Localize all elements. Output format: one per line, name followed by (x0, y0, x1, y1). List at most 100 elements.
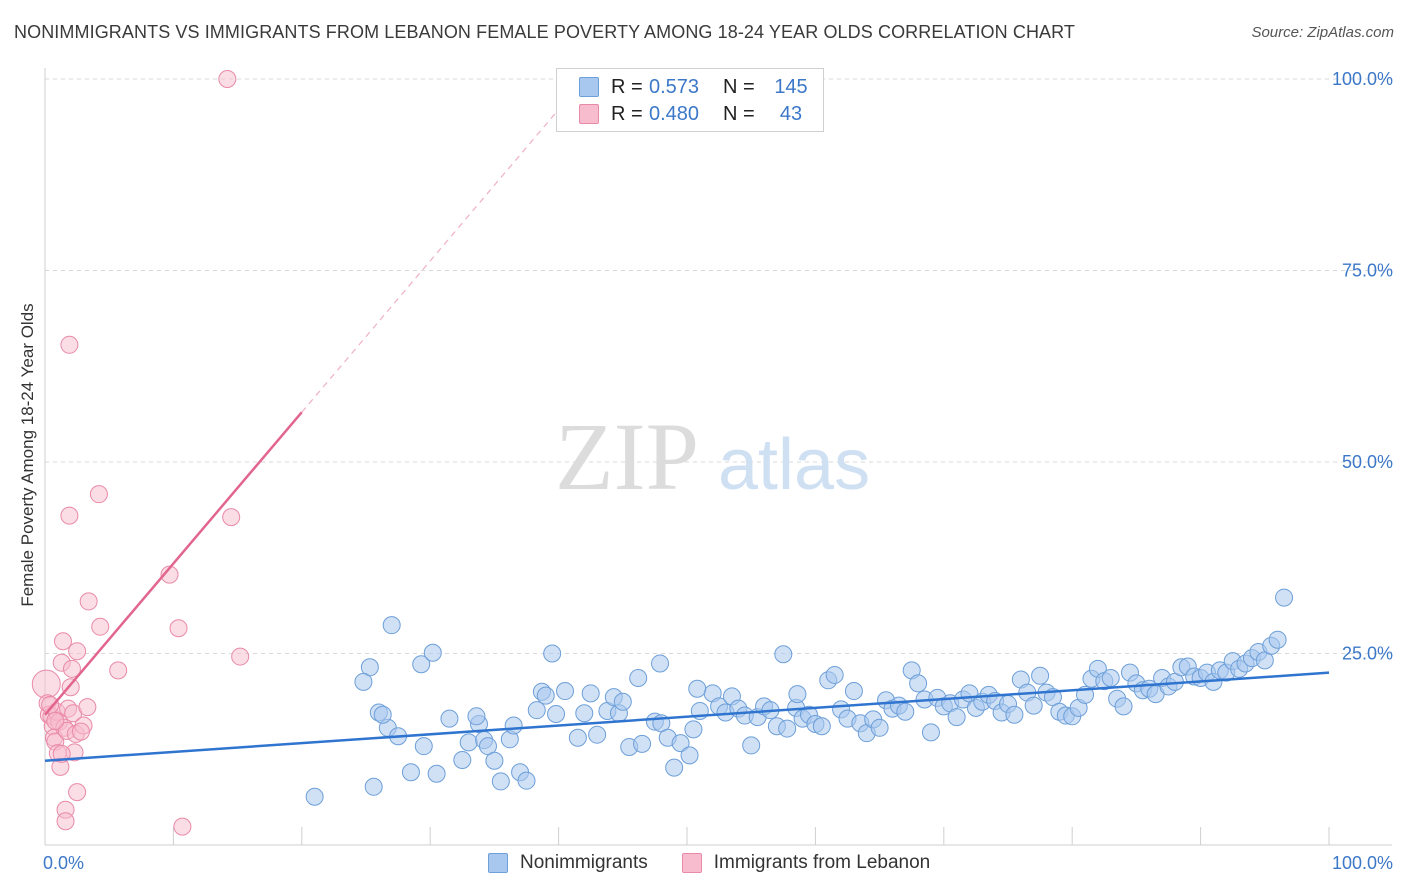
data-point-immigrants (46, 711, 65, 730)
data-point-nonimmigrants (896, 702, 915, 721)
data-point-nonimmigrants (536, 686, 555, 705)
data-point-nonimmigrants (517, 771, 536, 790)
data-point-immigrants (60, 506, 79, 525)
series-legend: Nonimmigrants Immigrants from Lebanon (488, 852, 964, 874)
data-point-immigrants (60, 335, 79, 354)
data-point-nonimmigrants (651, 654, 670, 673)
data-point-nonimmigrants (588, 725, 607, 744)
data-point-immigrants (68, 783, 87, 802)
legend-n-value: 145 (774, 75, 808, 98)
data-point-nonimmigrants (665, 758, 684, 777)
legend-item-immigrants: Immigrants from Lebanon (681, 852, 931, 874)
data-point-nonimmigrants (778, 719, 797, 738)
legend-swatch-pink (681, 853, 702, 873)
data-point-nonimmigrants (870, 718, 889, 737)
trend-line-nonimmigrants (44, 671, 1330, 762)
data-point-immigrants (53, 632, 72, 651)
data-point-nonimmigrants (427, 764, 446, 783)
data-point-nonimmigrants (1275, 588, 1294, 607)
legend-label: Immigrants from Lebanon (713, 852, 931, 873)
trend-line-immigrants (44, 411, 303, 716)
data-point-nonimmigrants (459, 733, 478, 752)
data-point-immigrants (62, 659, 81, 678)
data-point-immigrants (41, 695, 60, 714)
y-tick-label: 25.0% (1342, 644, 1393, 664)
data-point-nonimmigrants (688, 679, 707, 698)
data-point-nonimmigrants (825, 665, 844, 684)
legend-swatch-blue (488, 853, 508, 873)
legend-row-immigrants: R = 0.480 N = 43 (579, 102, 821, 126)
data-point-nonimmigrants (373, 705, 392, 724)
legend-r-value: 0.480 (649, 102, 700, 125)
data-point-immigrants (218, 70, 237, 88)
data-point-nonimmigrants (423, 643, 442, 662)
data-point-nonimmigrants (305, 787, 324, 806)
data-point-nonimmigrants (485, 751, 504, 770)
data-point-nonimmigrants (453, 750, 472, 769)
data-point-immigrants (68, 642, 87, 661)
trend-lines (44, 101, 1330, 762)
data-point-nonimmigrants (581, 684, 600, 703)
data-point-immigrants (31, 669, 61, 699)
data-point-immigrants (78, 698, 97, 717)
data-point-nonimmigrants (947, 708, 966, 727)
data-point-immigrants (173, 817, 192, 836)
data-point-nonimmigrants (1114, 697, 1133, 716)
watermark: ZIP atlas (555, 403, 870, 510)
data-point-nonimmigrants (440, 709, 459, 728)
data-point-immigrants (109, 661, 128, 680)
data-point-nonimmigrants (613, 692, 632, 711)
data-point-nonimmigrants (1005, 705, 1024, 724)
y-tick-label: 100.0% (1332, 69, 1393, 89)
data-point-immigrants (56, 812, 75, 831)
data-point-nonimmigrants (575, 704, 594, 723)
tick-labels: 25.0% 50.0% 75.0% 100.0% 0.0% 100.0% (43, 69, 1393, 873)
data-point-nonimmigrants (401, 763, 420, 782)
data-point-immigrants (71, 722, 90, 741)
legend-swatch-blue (579, 77, 599, 97)
data-point-nonimmigrants (1101, 669, 1120, 688)
data-point-nonimmigrants (547, 705, 566, 724)
source-label: Source: ZipAtlas.com (1251, 24, 1394, 41)
data-point-nonimmigrants (788, 685, 807, 704)
data-point-nonimmigrants (556, 682, 575, 701)
correlation-legend: R = 0.573 N = 145 R = 0.480 N = 43 (556, 68, 824, 132)
data-point-immigrants (89, 485, 108, 504)
y-tick-label: 50.0% (1342, 452, 1393, 472)
data-point-nonimmigrants (680, 746, 699, 765)
data-point-nonimmigrants (684, 720, 703, 739)
legend-n-label: N = (723, 75, 755, 98)
x-tick-label-min: 0.0% (43, 853, 84, 873)
series-nonimmigrants (305, 588, 1294, 806)
data-point-immigrants (169, 619, 188, 638)
data-point-nonimmigrants (629, 669, 648, 688)
trend-line-immigrants-extrapolated (301, 101, 566, 413)
data-point-nonimmigrants (909, 674, 928, 693)
chart-title: NONIMMIGRANTS VS IMMIGRANTS FROM LEBANON… (14, 22, 1076, 42)
watermark-atlas: atlas (718, 425, 870, 505)
series-immigrants-from-lebanon (31, 70, 250, 836)
data-point-nonimmigrants (382, 616, 401, 635)
data-point-nonimmigrants (742, 736, 761, 755)
data-point-nonimmigrants (921, 723, 940, 742)
legend-swatch-pink (579, 104, 599, 124)
legend-n-value: 43 (779, 102, 803, 125)
data-point-nonimmigrants (354, 672, 373, 691)
legend-n-label: N = (723, 102, 755, 125)
data-point-immigrants (231, 647, 250, 666)
data-point-nonimmigrants (527, 701, 546, 720)
data-point-nonimmigrants (412, 655, 431, 674)
data-point-nonimmigrants (774, 645, 793, 664)
data-point-immigrants (79, 592, 98, 611)
data-point-nonimmigrants (844, 682, 863, 701)
data-point-nonimmigrants (504, 716, 523, 735)
y-tick-label: 75.0% (1342, 261, 1393, 281)
x-tick-label-max: 100.0% (1332, 853, 1393, 873)
data-point-nonimmigrants (633, 734, 652, 753)
legend-r-value: 0.573 (649, 75, 700, 98)
data-point-nonimmigrants (568, 728, 587, 747)
legend-item-nonimmigrants: Nonimmigrants (488, 852, 648, 874)
data-point-nonimmigrants (414, 737, 433, 756)
data-point-nonimmigrants (671, 734, 690, 753)
